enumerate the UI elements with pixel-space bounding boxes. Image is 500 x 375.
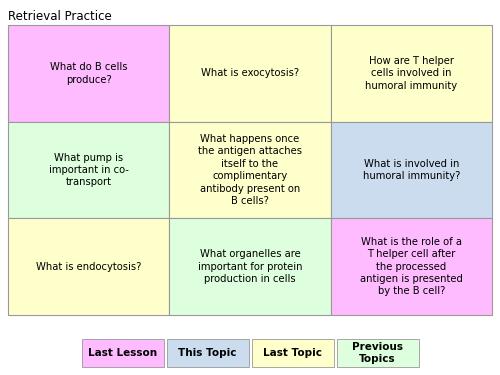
Text: What organelles are
important for protein
production in cells: What organelles are important for protei… xyxy=(198,249,302,284)
FancyBboxPatch shape xyxy=(330,218,492,315)
FancyBboxPatch shape xyxy=(170,122,330,218)
FancyBboxPatch shape xyxy=(330,25,492,122)
Text: What is endocytosis?: What is endocytosis? xyxy=(36,262,142,272)
Text: What do B cells
produce?: What do B cells produce? xyxy=(50,62,128,84)
FancyBboxPatch shape xyxy=(8,122,170,218)
FancyBboxPatch shape xyxy=(330,122,492,218)
FancyBboxPatch shape xyxy=(170,218,330,315)
FancyBboxPatch shape xyxy=(252,339,334,367)
Text: Last Lesson: Last Lesson xyxy=(88,348,157,358)
Text: What happens once
the antigen attaches
itself to the
complimentary
antibody pres: What happens once the antigen attaches i… xyxy=(198,134,302,206)
Text: What is exocytosis?: What is exocytosis? xyxy=(201,68,299,78)
FancyBboxPatch shape xyxy=(8,218,170,315)
Text: Previous
Topics: Previous Topics xyxy=(352,342,403,364)
Text: What is the role of a
T helper cell after
the processed
antigen is presented
by : What is the role of a T helper cell afte… xyxy=(360,237,463,297)
FancyBboxPatch shape xyxy=(336,339,418,367)
Text: How are T helper
cells involved in
humoral immunity: How are T helper cells involved in humor… xyxy=(366,56,458,91)
Text: What pump is
important in co-
transport: What pump is important in co- transport xyxy=(48,153,128,188)
FancyBboxPatch shape xyxy=(82,339,164,367)
Text: What is involved in
humoral immunity?: What is involved in humoral immunity? xyxy=(362,159,460,181)
FancyBboxPatch shape xyxy=(8,25,170,122)
FancyBboxPatch shape xyxy=(166,339,248,367)
FancyBboxPatch shape xyxy=(170,25,330,122)
Text: This Topic: This Topic xyxy=(178,348,237,358)
Text: Last Topic: Last Topic xyxy=(263,348,322,358)
Text: Retrieval Practice: Retrieval Practice xyxy=(8,10,112,23)
